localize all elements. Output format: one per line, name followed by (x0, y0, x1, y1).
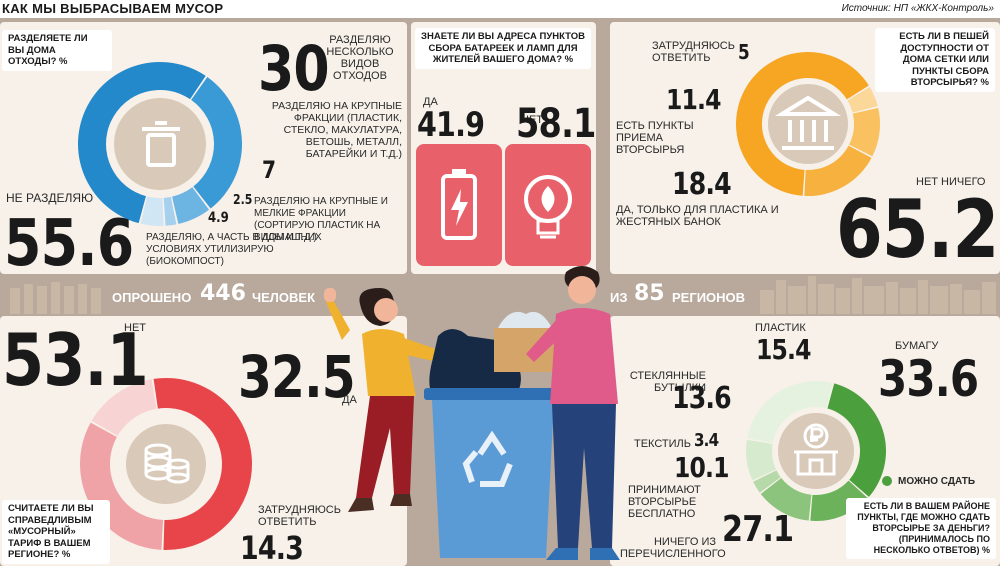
battery-tile (416, 144, 502, 266)
money-value-1: 15.4 (756, 333, 812, 366)
separation-slice-3 (163, 196, 177, 226)
tariff-slice-0 (153, 378, 253, 550)
separation-value-0: 55.6 (4, 207, 134, 274)
access-label-1: ЗАТРУДНЯЮСЬ ОТВЕТИТЬ (652, 40, 735, 64)
panel-addresses: ЗНАЕТЕ ЛИ ВЫ АДРЕСА ПУНКТОВ СБОРА БАТАРЕ… (411, 22, 596, 274)
money-label-0: БУМАГУ (895, 340, 939, 352)
separation-slice-0 (77, 61, 206, 224)
header-bar: КАК МЫ ВЫБРАСЫВАЕМ МУСОР Источник: НП «Ж… (0, 0, 1000, 18)
access-donut (736, 52, 880, 196)
access-slice-1 (847, 86, 878, 113)
access-question: ЕСТЬ ЛИ В ПЕШЕЙ ДОСТУПНОСТИ ОТ ДОМА СЕТК… (875, 28, 995, 92)
tariff-value-2: 14.3 (240, 529, 304, 566)
legend-swatch (882, 476, 892, 486)
separation-label-4: РАЗДЕЛЯЮ, А ЧАСТЬ В ДОМАШНИХ УСЛОВИЯХ УТ… (146, 232, 322, 267)
tariff-slice-2 (91, 379, 157, 436)
separation-value-4: 4.9 (208, 210, 229, 226)
from-label: ИЗ (610, 290, 628, 305)
trash-bin-icon (142, 121, 180, 167)
access-label-3: ДА, ТОЛЬКО ДЛЯ ПЛАСТИКА И ЖЕСТЯНЫХ БАНОК (616, 204, 779, 228)
money-slice-5 (747, 381, 833, 443)
donut-center (114, 98, 206, 190)
access-value-2: 11.4 (666, 83, 722, 116)
panel-tariff: 53.1 НЕТ 32.5 ДА СЧИТАЕТЕ ЛИ ВЫ СПРАВЕДЛ… (0, 316, 407, 566)
money-slice-2 (760, 478, 812, 521)
separation-label-2: РАЗДЕЛЯЮ НА КРУПНЫЕ ФРАКЦИИ (ПЛАСТИК, СТ… (271, 100, 402, 160)
skyline-decoration (10, 276, 996, 314)
addresses-no-label: НЕТ (521, 114, 543, 126)
money-value-0: 33.6 (878, 350, 979, 408)
lightbulb-icon (524, 175, 572, 239)
access-label-0: НЕТ НИЧЕГО (916, 176, 986, 188)
access-value-0: 65.2 (836, 183, 999, 274)
panel-access: ЕСТЬ ЛИ В ПЕШЕЙ ДОСТУПНОСТИ ОТ ДОМА СЕТК… (610, 22, 1000, 274)
panel-separation: РАЗДЕЛЯЕТЕ ЛИ ВЫ ДОМА ОТХОДЫ? % НЕ РАЗДЕ… (0, 22, 407, 274)
access-slice-0 (736, 52, 869, 196)
woman-figure (324, 288, 450, 512)
separation-donut (77, 61, 242, 226)
separation-slice-2 (172, 187, 210, 224)
tariff-label-1: ДА (342, 394, 357, 406)
money-value-2: 13.6 (672, 381, 732, 416)
source-note: Источник: НП «ЖКХ-Контроль» (841, 3, 994, 14)
survey-band (0, 274, 1000, 314)
separation-slice-4 (140, 196, 164, 226)
separation-label-0: НЕ РАЗДЕЛЯЮ (6, 191, 94, 205)
donut-center (768, 84, 848, 164)
access-label-2: ЕСТЬ ПУНКТЫ ПРИЕМА ВТОРСЫРЬЯ (616, 120, 694, 156)
tariff-label-2: ЗАТРУДНЯЮСЬ ОТВЕТИТЬ (258, 504, 341, 528)
people-illustration (324, 266, 620, 560)
building-icon (774, 95, 842, 150)
surveyed-label: ОПРОШЕНО (112, 290, 192, 305)
donut-center (126, 424, 206, 504)
addresses-yes-value: 41.9 (417, 105, 485, 145)
money-legend: МОЖНО СДАТЬ (898, 476, 976, 487)
separation-label-1: РАЗДЕЛЯЮ НЕСКОЛЬКО ВИДОВ ОТХОДОВ (326, 34, 394, 82)
lightbulb-tile (505, 144, 591, 266)
battery-icon (441, 169, 477, 240)
regions-label: РЕГИОНОВ (672, 290, 746, 305)
money-donut (746, 381, 886, 521)
addresses-question: ЗНАЕТЕ ЛИ ВЫ АДРЕСА ПУНКТОВ СБОРА БАТАРЕ… (415, 28, 591, 69)
addresses-no-value: 58.1 (516, 101, 596, 147)
money-label-5: НИЧЕГО ИЗ ПЕРЕЧИСЛЕННОГО (620, 536, 726, 560)
recycle-bin (424, 388, 562, 558)
surveyed-value: 446 (200, 281, 246, 306)
separation-label-3: РАЗДЕЛЯЮ НА КРУПНЫЕ И МЕЛКИЕ ФРАКЦИИ (СО… (254, 196, 388, 243)
money-question: ЕСТЬ ЛИ В ВАШЕМ РАЙОНЕ ПУНКТЫ, ГДЕ МОЖНО… (846, 498, 996, 559)
separation-value-1: 30 (258, 32, 330, 105)
people-label: ЧЕЛОВЕК (252, 290, 316, 305)
regions-value: 85 (634, 281, 665, 306)
coins-icon (144, 443, 190, 484)
access-value-1: 5 (738, 40, 750, 64)
money-slice-0 (827, 383, 886, 497)
addresses-yes-label: ДА (423, 96, 438, 108)
page-title: КАК МЫ ВЫБРАСЫВАЕМ МУСОР (2, 1, 224, 16)
ruble-shop-icon (794, 423, 838, 476)
access-value-3: 18.4 (672, 167, 732, 202)
tariff-value-0: 53.1 (2, 318, 149, 402)
tariff-label-0: НЕТ (124, 322, 146, 334)
tariff-question: СЧИТАЕТЕ ЛИ ВЫ СПРАВЕДЛИВЫМ «МУСОРНЫЙ» Т… (2, 500, 110, 564)
money-value-5: 27.1 (722, 509, 794, 550)
separation-value-3: 2.5 (233, 193, 253, 208)
tariff-value-1: 32.5 (238, 343, 356, 411)
money-label-1: ПЛАСТИК (755, 322, 806, 334)
money-label-2: СТЕКЛЯННЫЕ БУТЫЛКИ (629, 370, 706, 394)
access-slice-2 (849, 107, 880, 157)
money-label-3: ТЕКСТИЛЬ (634, 438, 691, 450)
money-slice-1 (810, 480, 868, 521)
money-slice-4 (746, 439, 777, 481)
money-slice-3 (753, 470, 781, 493)
money-value-4: 10.1 (674, 451, 730, 484)
money-value-3: 3.4 (694, 430, 719, 451)
separation-value-2: 7 (262, 156, 276, 184)
separation-slice-1 (191, 77, 242, 209)
separation-question: РАЗДЕЛЯЕТЕ ЛИ ВЫ ДОМА ОТХОДЫ? % (2, 30, 112, 71)
panel-money: ПЛАСТИК 15.4 БУМАГУ 33.6 СТЕКЛЯННЫЕ БУТЫ… (610, 316, 1000, 566)
money-label-4: ПРИНИМАЮТ ВТОРСЫРЬЕ БЕСПЛАТНО (628, 484, 701, 520)
man-figure (526, 266, 620, 560)
access-slice-3 (804, 145, 872, 196)
